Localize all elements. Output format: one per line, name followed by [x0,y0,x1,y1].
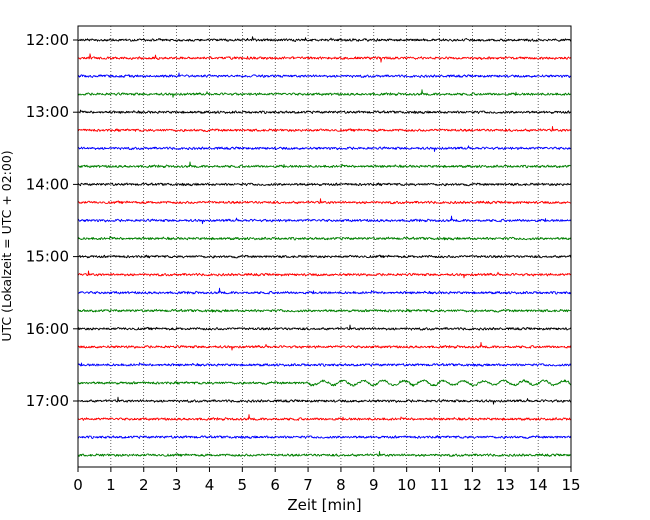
trace-1415 [77,198,572,205]
y-tick-label: 14:00 [26,175,69,193]
x-tick-label: 10 [397,476,416,494]
trace-1545 [77,308,572,313]
trace-1215 [77,53,572,63]
y-tick-label: 17:00 [26,392,69,410]
x-axis-label: Zeit [min] [287,496,361,514]
trace-1645 [77,379,572,387]
trace-1515 [77,270,572,279]
x-tick-label: 2 [139,476,149,494]
x-tick-label: 0 [73,476,83,494]
trace-1200 [77,36,572,42]
y-tick-label: 12:00 [26,31,69,49]
x-tick-label: 6 [270,476,280,494]
trace-1615 [77,341,572,351]
y-tick-label: 16:00 [26,320,69,338]
x-axis-ticks: 0 1 2 3 4 5 6 7 8 9 10 11 12 13 14 15 [73,467,581,494]
trace-1430 [77,215,572,225]
x-tick-label: 5 [238,476,248,494]
seismic-traces [77,36,572,457]
trace-1445 [77,235,572,241]
trace-1330 [77,145,572,152]
x-tick-label: 4 [205,476,215,494]
trace-1400 [77,182,572,187]
x-tick-label: 7 [303,476,313,494]
trace-1500 [77,254,572,259]
y-tick-label: 15:00 [26,248,69,266]
x-tick-label: 8 [336,476,346,494]
x-tick-label: 1 [106,476,116,494]
trace-1600 [77,324,572,331]
x-tick-label: 11 [430,476,449,494]
trace-1530 [77,287,572,295]
trace-1230 [77,72,572,78]
y-axis-label: UTC (Lokalzeit = UTC + 02:00) [0,150,14,341]
trace-1345 [77,161,572,169]
trace-1315 [77,126,572,133]
trace-1700 [77,396,572,405]
y-tick-label: 13:00 [26,103,69,121]
x-tick-label: 15 [561,476,580,494]
x-tick-label: 3 [172,476,182,494]
plot-frame [77,25,572,468]
trace-1730 [77,435,572,439]
trace-1630 [77,362,572,367]
trace-1745 [77,450,572,457]
trace-1715 [77,414,572,421]
x-tick-label: 14 [529,476,548,494]
trace-1245 [77,89,572,98]
y-axis-ticks: 12:00 13:00 14:00 15:00 16:00 17:00 [26,31,78,410]
x-tick-label: 12 [463,476,482,494]
x-tick-label: 13 [496,476,515,494]
x-tick-label: 9 [369,476,379,494]
trace-1300 [78,109,572,115]
